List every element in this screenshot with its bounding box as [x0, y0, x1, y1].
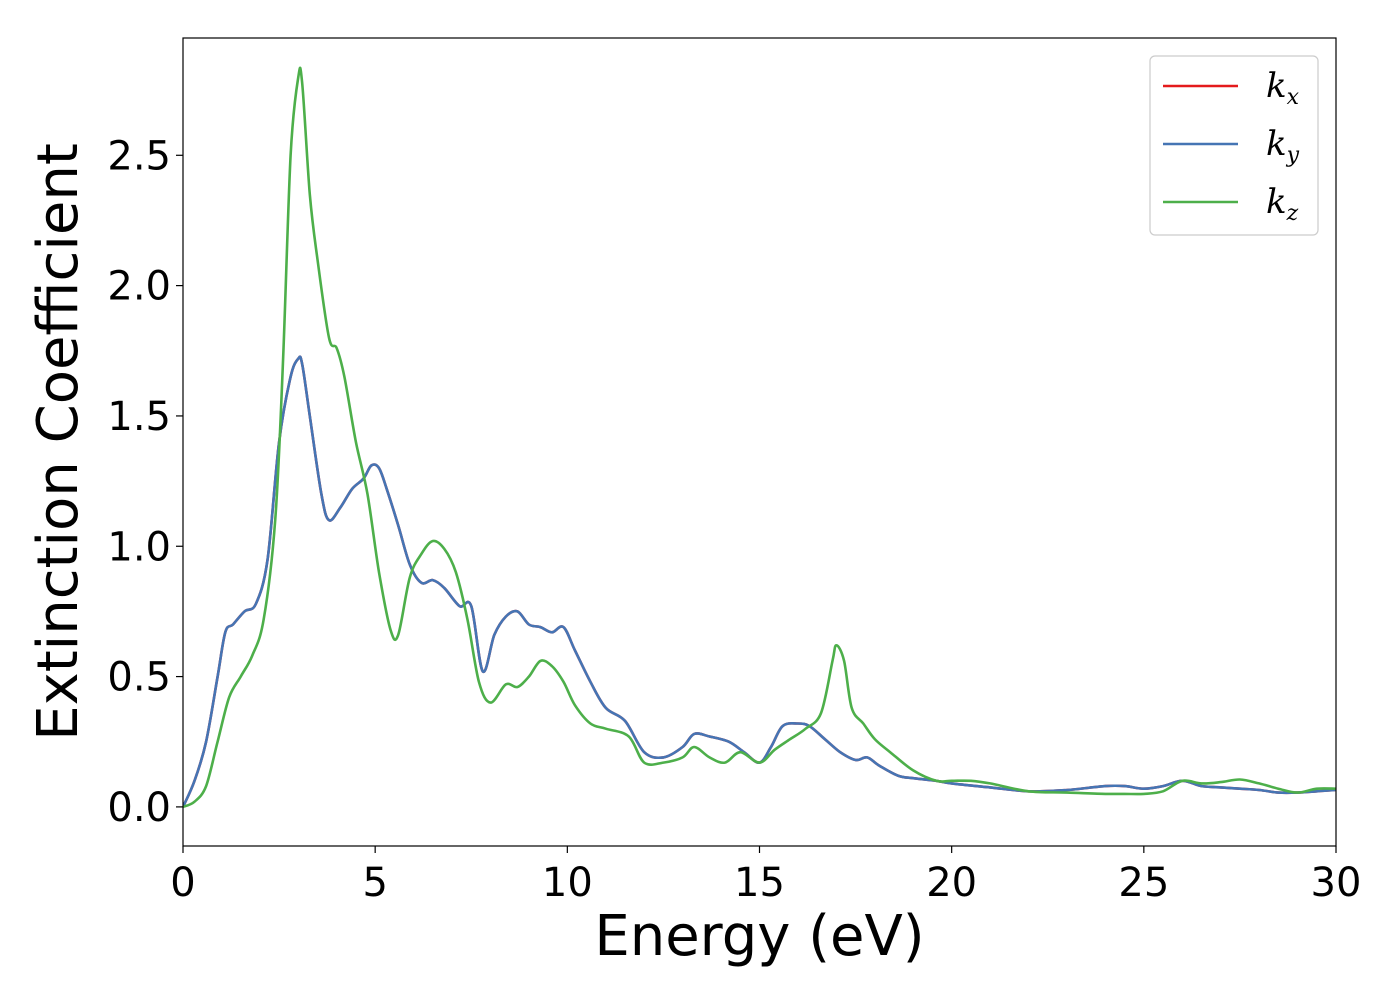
legend-label: kx — [1266, 66, 1300, 110]
y-axis-label: Extinction Coefficient — [26, 143, 91, 741]
x-tick-label: 25 — [1118, 860, 1169, 906]
x-tick-label: 30 — [1311, 860, 1362, 906]
x-tick-label: 5 — [362, 860, 387, 906]
plot-area — [183, 66, 1336, 809]
legend-box — [1149, 55, 1319, 236]
legend-label: ky — [1266, 124, 1300, 168]
series-line-k-y — [183, 355, 1336, 808]
y-tick-label: 0.5 — [107, 655, 171, 701]
legend-label: kz — [1266, 182, 1299, 226]
series-line-k-z — [183, 66, 1336, 809]
y-tick-label: 1.0 — [107, 524, 171, 570]
legend: kx ky kz — [1149, 55, 1319, 236]
x-tick-label: 20 — [926, 860, 977, 906]
x-tick-label: 10 — [542, 860, 593, 906]
y-tick-label: 2.0 — [107, 264, 171, 310]
x-tick-label: 0 — [170, 860, 195, 906]
x-tick-label: 15 — [734, 860, 785, 906]
y-tick-label: 2.5 — [107, 133, 171, 179]
y-tick-label: 0.0 — [107, 785, 171, 831]
axes: 0 5 10 15 20 25 30 0.0 0.5 1.0 1.5 2.0 2.5 — [107, 133, 1361, 906]
y-tick-label: 1.5 — [107, 394, 171, 440]
x-axis-label: Energy (eV) — [594, 904, 924, 969]
